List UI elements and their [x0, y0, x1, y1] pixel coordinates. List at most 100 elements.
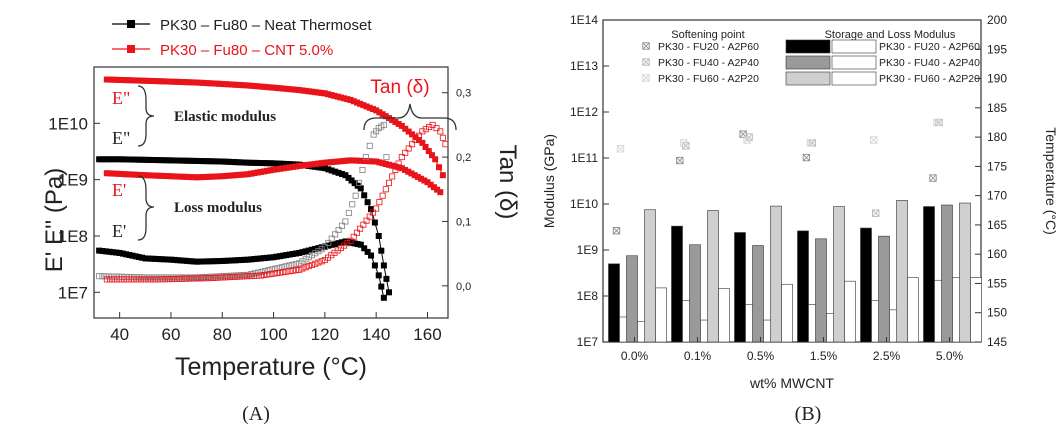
data-point: [132, 77, 139, 84]
data-point: [219, 173, 226, 180]
data-point: [126, 171, 133, 178]
bar-storage: [752, 245, 764, 343]
panel-b-y-axis-title: Modulus (GPa): [541, 134, 557, 228]
data-point: [335, 169, 342, 176]
data-point: [216, 173, 223, 180]
data-point: [264, 271, 271, 278]
data-point: [109, 249, 116, 256]
data-point: [361, 245, 368, 252]
data-point: [158, 172, 165, 179]
y2-tick-label: 160: [987, 247, 1007, 261]
data-point: [273, 253, 280, 260]
data-point: [96, 247, 103, 254]
data-point: [348, 239, 355, 246]
data-point: [113, 170, 120, 177]
data-point: [222, 172, 229, 179]
data-point: [318, 258, 325, 265]
data-point: [349, 201, 356, 208]
data-point: [216, 258, 223, 265]
y-tick-label: 1E8: [577, 289, 599, 303]
data-point: [260, 160, 267, 167]
panel-a-plot-frame: [93, 66, 449, 319]
data-point: [267, 271, 274, 278]
data-point: [244, 159, 251, 166]
data-point: [148, 276, 155, 283]
data-point: [196, 158, 203, 165]
x-tick-label: 2.5%: [873, 349, 901, 363]
data-point: [161, 276, 168, 283]
legend-modulus-label: PK30 - FU40 - A2P40: [879, 57, 980, 69]
data-point: [366, 213, 373, 220]
data-point: [165, 276, 172, 283]
data-point: [315, 259, 322, 266]
data-point: [276, 160, 283, 167]
bar-storage: [815, 238, 827, 343]
data-point: [363, 103, 370, 110]
data-point: [353, 157, 360, 164]
y-tick-label: 1E11: [571, 151, 598, 165]
series-2: [103, 76, 446, 179]
data-point: [362, 154, 369, 161]
bar-loss: [655, 287, 667, 343]
data-point: [212, 173, 219, 180]
data-point: [347, 96, 354, 103]
data-point: [328, 241, 335, 248]
data-point: [244, 256, 251, 263]
data-point: [216, 158, 223, 165]
data-point: [309, 161, 316, 168]
x-tick-label: 0.5%: [747, 349, 775, 363]
panel-b-legend: Softening point Storage and Loss Modulus…: [642, 29, 980, 86]
data-point: [419, 139, 426, 146]
data-point: [222, 257, 229, 264]
data-point: [209, 158, 216, 165]
data-point: [171, 256, 178, 263]
data-point: [177, 257, 184, 264]
data-point: [260, 272, 267, 279]
data-point: [264, 160, 271, 167]
data-point: [342, 238, 349, 245]
y-tick-label: 1E10: [48, 114, 88, 133]
data-point: [273, 160, 280, 167]
data-point: [373, 107, 380, 114]
data-point: [123, 171, 130, 178]
data-point: [139, 172, 146, 179]
data-point: [380, 294, 387, 301]
data-point: [356, 179, 363, 186]
data-point: [280, 252, 287, 259]
data-point: [402, 149, 409, 156]
data-point: [273, 84, 280, 91]
data-point: [286, 164, 293, 171]
data-point: [206, 258, 213, 265]
panel-b-x-axis-title: wt% MWCNT: [749, 375, 834, 391]
data-point: [241, 256, 248, 263]
legend-marker-cnt: [127, 45, 135, 53]
data-point: [260, 255, 267, 262]
data-point: [183, 257, 190, 264]
bar-loss: [781, 283, 793, 343]
data-point: [110, 170, 117, 177]
data-point: [142, 156, 149, 163]
data-point: [421, 177, 428, 184]
data-point: [283, 160, 290, 167]
data-point: [318, 164, 325, 171]
data-point: [273, 166, 280, 173]
data-point: [289, 267, 296, 274]
panel-a-x-axis-title: Temperature (°C): [175, 353, 367, 381]
data-point: [196, 275, 203, 282]
data-point: [380, 262, 387, 269]
y2-tick-label: 0,3: [456, 88, 471, 100]
data-point: [223, 274, 230, 281]
data-point: [151, 276, 158, 283]
data-point: [353, 99, 360, 106]
data-point: [325, 159, 332, 166]
data-point: [366, 142, 373, 149]
legend-label-neat: PK30 – Fu80 – Neat Thermoset: [160, 17, 372, 34]
data-point: [357, 100, 364, 107]
data-point: [119, 171, 126, 178]
data-point: [151, 157, 158, 164]
legend-softening-label: PK30 - FU40 - A2P40: [658, 57, 759, 69]
data-point: [315, 245, 322, 252]
label-loss-modulus: Loss modulus: [174, 200, 262, 216]
data-point: [183, 79, 190, 86]
data-point: [164, 173, 171, 180]
